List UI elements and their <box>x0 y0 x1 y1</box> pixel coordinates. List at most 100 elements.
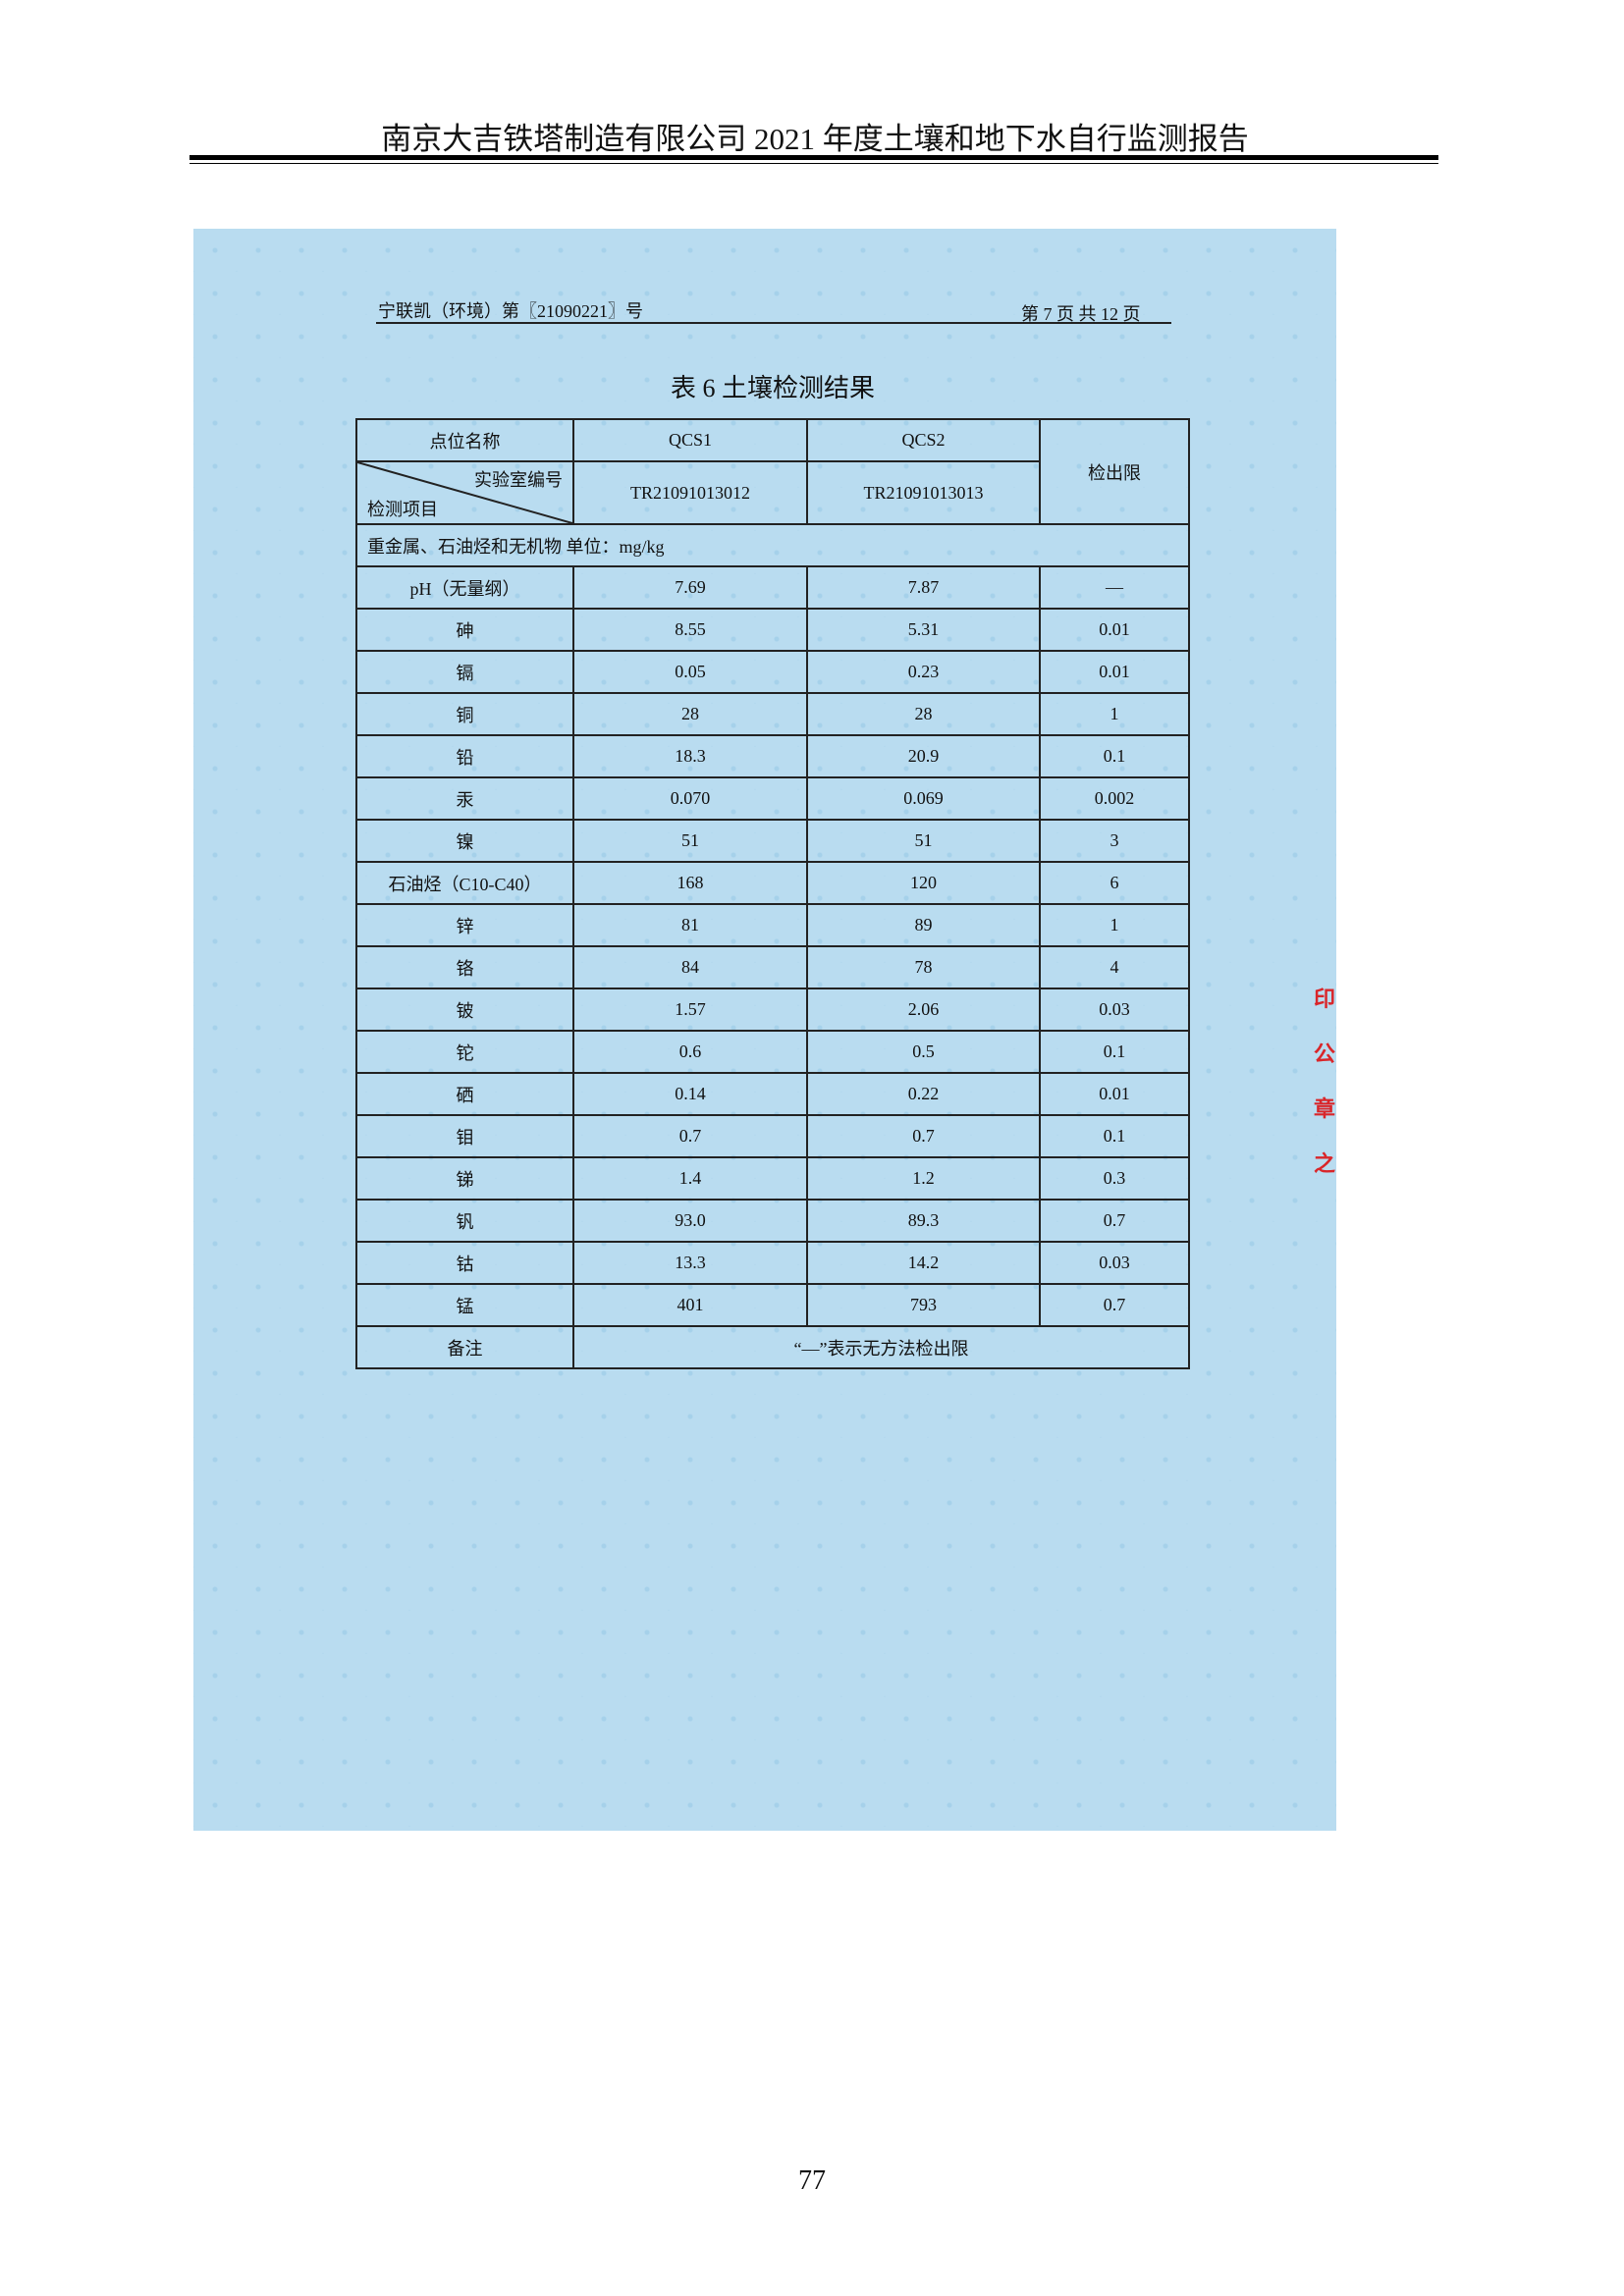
table-row: pH（无量纲） 7.69 7.87— <box>355 565 1190 610</box>
remark-text: “—”表示无方法检出限 <box>572 1325 1190 1369</box>
cell-v1: 0.070 <box>572 776 808 821</box>
site-label: 点位名称 <box>355 418 574 462</box>
cell-v2: 28 <box>806 692 1041 736</box>
cell-v1: 13.3 <box>572 1241 808 1285</box>
cell-v2: 7.87 <box>806 565 1041 610</box>
table-row: 石油烃（C10-C40） 168 120 6 <box>355 861 1190 905</box>
cell-v2: 0.5 <box>806 1030 1041 1074</box>
remark-label: 备注 <box>355 1325 574 1369</box>
table-row: 锌 81 89 1 <box>355 903 1190 947</box>
cell-v2: 14.2 <box>806 1241 1041 1285</box>
cell-v2: 20.9 <box>806 734 1041 778</box>
cell-item: 锌 <box>355 903 574 947</box>
cell-limit: 0.1 <box>1039 1114 1190 1158</box>
header-row-lab: 实验室编号 检测项目 TR21091013012 TR21091013013 <box>355 460 1189 525</box>
header-rule-thin <box>189 163 1438 164</box>
report-number: 宁联凯（环境）第〖21090221〗号 <box>378 301 643 321</box>
cell-limit: — <box>1039 565 1190 610</box>
cell-v1: 168 <box>572 861 808 905</box>
cell-limit: 1 <box>1039 903 1190 947</box>
cell-item: 硒 <box>355 1072 574 1116</box>
cell-v2: 78 <box>806 945 1041 989</box>
scan-header-rule <box>376 322 1171 324</box>
cell-limit: 0.03 <box>1039 1241 1190 1285</box>
site1: QCS1 <box>572 418 808 462</box>
cell-item: 钒 <box>355 1199 574 1243</box>
cell-v2: 1.2 <box>806 1156 1041 1201</box>
cell-v2: 793 <box>806 1283 1041 1327</box>
cell-limit: 0.01 <box>1039 608 1190 652</box>
cell-item: 钴 <box>355 1241 574 1285</box>
cell-limit: 3 <box>1039 819 1190 863</box>
table-row: 铊 0.6 0.5 0.1 <box>355 1030 1190 1074</box>
cell-limit: 0.01 <box>1039 650 1190 694</box>
table-title: 表 6 土壤检测结果 <box>670 374 875 402</box>
cell-item: pH（无量纲） <box>355 565 574 610</box>
cell-limit: 0.002 <box>1039 776 1190 821</box>
document-header-title: 南京大吉铁塔制造有限公司 2021 年度土壤和地下水自行监测报告 <box>381 122 1249 156</box>
cell-v2: 0.22 <box>806 1072 1041 1116</box>
lab1: TR21091013012 <box>572 460 808 525</box>
table-row: 钴 13.3 14.2 0.03 <box>355 1241 1190 1285</box>
cell-item: 镉 <box>355 650 574 694</box>
unit-row-text: 重金属、石油烃和无机物 单位：mg/kg <box>355 523 1190 567</box>
cell-item: 铍 <box>355 988 574 1032</box>
cell-v2: 89.3 <box>806 1199 1041 1243</box>
red-seal-stamp: 印公章之 <box>1314 987 1335 1176</box>
table-row: 镍 51 51 3 <box>355 819 1190 863</box>
table-row: 铍 1.57 2.06 0.03 <box>355 988 1190 1032</box>
cell-v1: 51 <box>572 819 808 863</box>
cell-v1: 81 <box>572 903 808 947</box>
cell-v2: 0.23 <box>806 650 1041 694</box>
remark-row: 备注 “—”表示无方法检出限 <box>355 1325 1190 1369</box>
table-row: 铜 28 28 1 <box>355 692 1190 736</box>
cell-v2: 0.069 <box>806 776 1041 821</box>
lab-no-label: 实验室编号 <box>474 470 563 490</box>
page-number: 77 <box>798 2165 826 2196</box>
cell-limit: 0.01 <box>1039 1072 1190 1116</box>
cell-item: 钼 <box>355 1114 574 1158</box>
cell-v1: 0.05 <box>572 650 808 694</box>
table-row: 汞 0.070 0.069 0.002 <box>355 776 1190 821</box>
cell-item: 铊 <box>355 1030 574 1074</box>
table-row: 硒 0.14 0.22 0.01 <box>355 1072 1190 1116</box>
unit-row: 重金属、石油烃和无机物 单位：mg/kg <box>355 523 1190 567</box>
cell-v1: 28 <box>572 692 808 736</box>
cell-v1: 0.6 <box>572 1030 808 1074</box>
cell-v1: 93.0 <box>572 1199 808 1243</box>
cell-limit: 4 <box>1039 945 1190 989</box>
table-row: 钼 0.7 0.7 0.1 <box>355 1114 1190 1158</box>
cell-v1: 0.7 <box>572 1114 808 1158</box>
cell-limit: 1 <box>1039 692 1190 736</box>
cell-limit: 0.1 <box>1039 734 1190 778</box>
cell-v1: 401 <box>572 1283 808 1327</box>
cell-limit: 0.7 <box>1039 1199 1190 1243</box>
diagonal-header-cell: 实验室编号 检测项目 <box>355 460 574 525</box>
cell-item: 铅 <box>355 734 574 778</box>
cell-item: 镍 <box>355 819 574 863</box>
page-info: 第 7 页 共 12 页 <box>1021 304 1141 324</box>
cell-limit: 0.1 <box>1039 1030 1190 1074</box>
table-row: 锰 401 793 0.7 <box>355 1283 1190 1327</box>
cell-item: 锑 <box>355 1156 574 1201</box>
cell-item: 汞 <box>355 776 574 821</box>
cell-item: 石油烃（C10-C40） <box>355 861 574 905</box>
table-row: 镉 0.05 0.23 0.01 <box>355 650 1190 694</box>
cell-item: 锰 <box>355 1283 574 1327</box>
lab2: TR21091013013 <box>806 460 1041 525</box>
cell-v2: 0.7 <box>806 1114 1041 1158</box>
site2: QCS2 <box>806 418 1041 462</box>
table-row: 锑 1.4 1.2 0.3 <box>355 1156 1190 1201</box>
cell-limit: 6 <box>1039 861 1190 905</box>
header-row-site: 点位名称 QCS1 QCS2 检出限 <box>355 418 1190 525</box>
cell-limit: 0.7 <box>1039 1283 1190 1327</box>
cell-v1: 1.57 <box>572 988 808 1032</box>
cell-limit: 0.03 <box>1039 988 1190 1032</box>
cell-item: 砷 <box>355 608 574 652</box>
cell-v1: 0.14 <box>572 1072 808 1116</box>
cell-v2: 89 <box>806 903 1041 947</box>
cell-v2: 2.06 <box>806 988 1041 1032</box>
cell-v1: 18.3 <box>572 734 808 778</box>
cell-v2: 51 <box>806 819 1041 863</box>
table-row: 铬 84 78 4 <box>355 945 1190 989</box>
